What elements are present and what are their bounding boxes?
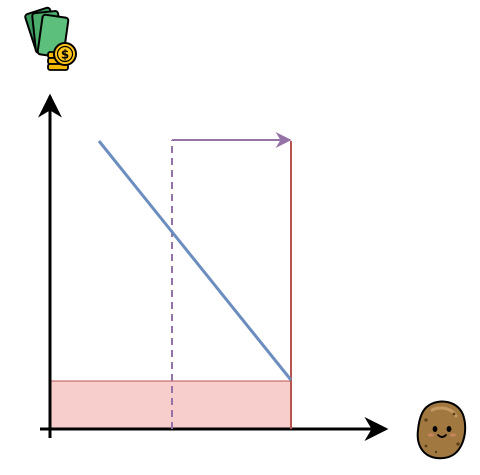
- demand-line: [97, 140, 293, 381]
- potato-icon: [416, 400, 467, 460]
- money-icon: $: [24, 6, 77, 71]
- shaded-area: [49, 380, 292, 430]
- svg-text:$: $: [61, 48, 69, 62]
